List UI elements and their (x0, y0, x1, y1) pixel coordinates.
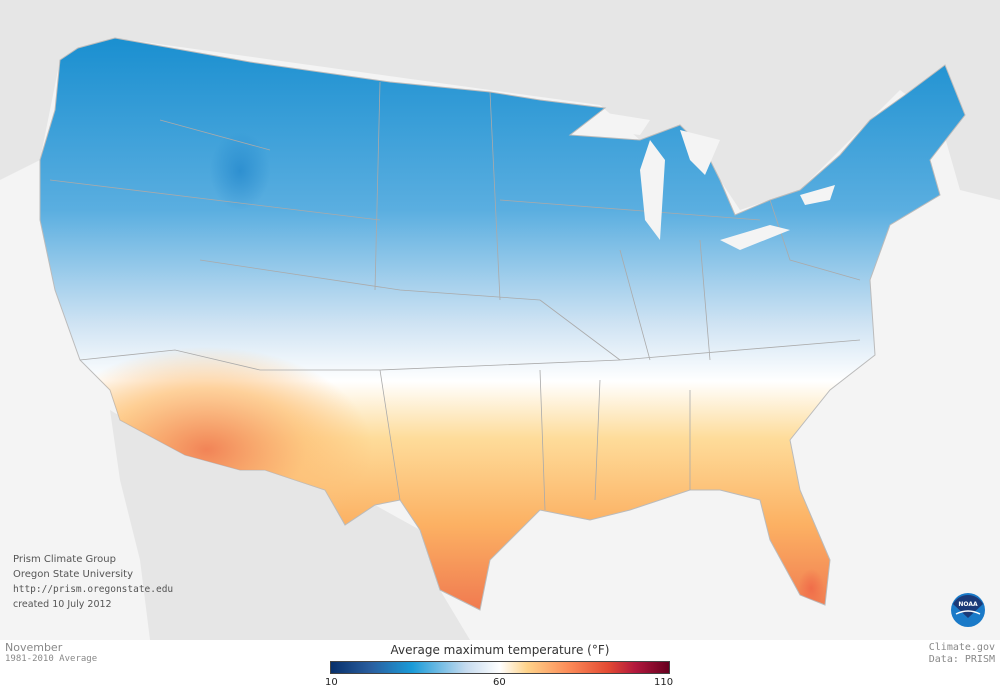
source-label: Data: PRISM (928, 654, 995, 665)
noaa-logo: NOAA (951, 593, 985, 627)
state-borders (49, 81, 861, 511)
legend-title: Average maximum temperature (°F) (390, 643, 610, 657)
credit-url: http://prism.oregonstate.edu (13, 584, 174, 595)
legend-tick-max: 110 (654, 677, 674, 688)
map-period-info: November 1981-2010 Average (5, 642, 97, 665)
legend-tick-mid: 60 (493, 677, 506, 688)
mexico-land (110, 410, 470, 640)
period-label: 1981-2010 Average (5, 654, 98, 664)
attribution: Climate.gov Data: PRISM (929, 642, 995, 666)
month-label: November (5, 641, 63, 654)
contiguous-us (39, 37, 966, 611)
credit-line: created 10 July 2012 (13, 599, 112, 610)
credit-line: Oregon State University (13, 569, 133, 580)
credit-line: Prism Climate Group (13, 554, 116, 565)
canada-land (0, 0, 1000, 210)
great-lakes (600, 112, 835, 250)
legend-tick-min: 10 (325, 677, 338, 688)
site-label: Climate.gov (928, 642, 995, 653)
legend-color-bar (330, 661, 670, 674)
svg-text:NOAA: NOAA (958, 601, 978, 608)
us-map-svg (0, 0, 1000, 640)
temperature-map (0, 0, 1000, 640)
